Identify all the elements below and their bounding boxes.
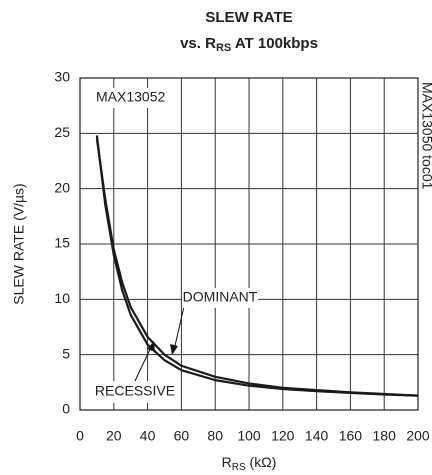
annotation: MAX13052 xyxy=(96,89,165,105)
x-tick-label: 40 xyxy=(140,428,156,444)
arrow xyxy=(134,344,153,382)
label-box xyxy=(90,381,180,403)
arrowhead xyxy=(147,341,155,352)
y-tick-label: 20 xyxy=(54,179,70,195)
x-tick-label: 160 xyxy=(339,428,363,444)
plot-frame xyxy=(79,77,419,411)
subtitle-sub: RS xyxy=(216,42,231,54)
chart-subtitle: vs. RRS AT 100kbps xyxy=(180,35,318,54)
y-tick-label: 30 xyxy=(54,69,70,85)
x-axis-label: RRS (kΩ) xyxy=(222,454,277,473)
y-tick-label: 5 xyxy=(62,345,70,361)
x-tick-label: 100 xyxy=(237,428,261,444)
x-tick-label: 180 xyxy=(373,428,397,444)
annotation: MAX13050 toc01 xyxy=(419,82,432,190)
arrowhead xyxy=(170,344,178,355)
plot: 0 5 10 15 20 25 30 0 20 40 60 80 100 120 140 160 180 200 xyxy=(54,69,429,444)
label-box xyxy=(92,88,172,108)
subtitle-part: vs. R xyxy=(180,35,216,52)
y-tick-label: 10 xyxy=(54,290,70,306)
x-tick-label: 20 xyxy=(106,428,122,444)
x-tick-label: 200 xyxy=(406,428,430,444)
label-box xyxy=(182,288,258,308)
subtitle-part: AT 100kbps xyxy=(231,35,318,52)
x-tick-label: 120 xyxy=(271,428,295,444)
y-axis-label: SLEW RATE (V/µs) xyxy=(11,183,27,304)
x-tick-label: 60 xyxy=(174,428,190,444)
xlabel-part: R xyxy=(222,454,232,470)
annotation: DOMINANT xyxy=(183,289,258,305)
series-line xyxy=(95,135,419,397)
series-line xyxy=(95,138,419,397)
y-tick-label: 25 xyxy=(54,124,70,140)
annotations: DOMINANT RECESSIVE MAX13052 MAX13050 toc… xyxy=(90,82,432,403)
xlabel-sub: RS xyxy=(232,462,246,473)
x-tick-label: 140 xyxy=(305,428,329,444)
xlabel-part: (kΩ) xyxy=(246,454,277,470)
y-tick-label: 0 xyxy=(62,401,70,417)
annotation: RECESSIVE xyxy=(95,383,175,399)
chart-title: SLEW RATE xyxy=(205,9,292,26)
x-tick-label: 0 xyxy=(76,428,84,444)
y-tick-label: 15 xyxy=(54,235,70,251)
x-tick-label: 80 xyxy=(207,428,223,444)
